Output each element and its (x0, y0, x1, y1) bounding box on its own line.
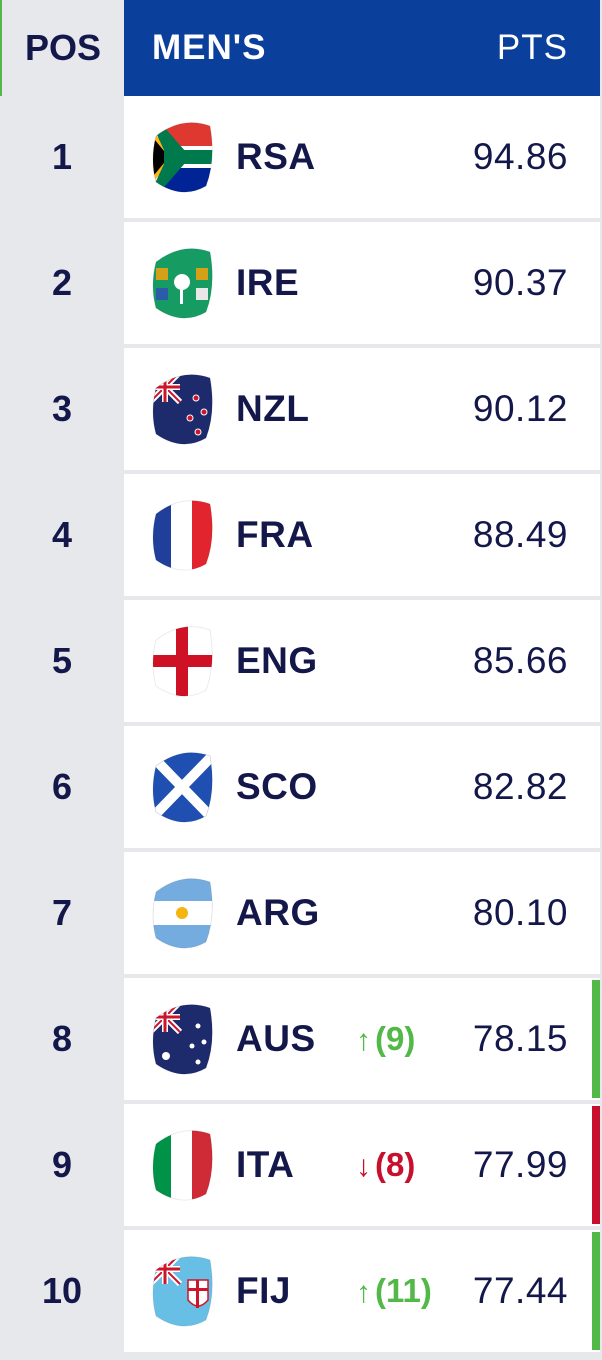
team-points: 94.86 (472, 136, 568, 177)
rank-movement: ↑ (11) (356, 1230, 432, 1354)
scotland-flag-icon (150, 750, 214, 824)
team-points: 90.37 (472, 262, 568, 303)
team-card[interactable]: ENG 85.66 (124, 600, 600, 722)
table-row-fij[interactable]: 10 FIJ ↑ (11) 77.44 (0, 1230, 602, 1352)
rsa-flag-icon (150, 120, 214, 194)
table-row-ire[interactable]: 2 IRE 90.37 (0, 222, 602, 344)
position-column-header: POS (0, 0, 124, 96)
team-points: 77.44 (472, 1270, 568, 1311)
team-card[interactable]: ARG 80.10 (124, 852, 600, 974)
trend-indicator-bar (592, 980, 600, 1098)
table-header: POS MEN'S PTS (0, 0, 602, 96)
team-points: 78.15 (472, 1018, 568, 1059)
rank-position: 10 (41, 1270, 83, 1311)
argentina-flag-icon (150, 876, 214, 950)
team-card[interactable]: RSA 94.86 (124, 96, 600, 218)
rank-movement: ↓ (8) (356, 1104, 415, 1228)
rank-position: 4 (51, 514, 73, 555)
team-code: FRA (236, 514, 314, 555)
table-row-sco[interactable]: 6 SCO 82.82 (0, 726, 602, 848)
table-row-nzl[interactable]: 3 NZL 90.12 (0, 348, 602, 470)
rank-position: 5 (51, 640, 73, 681)
trend-indicator-bar (592, 1232, 600, 1350)
rank-position: 2 (51, 262, 73, 303)
new-zealand-flag-icon (150, 372, 214, 446)
header-bar: MEN'S PTS (124, 0, 600, 96)
movement-value: (8) (375, 1146, 416, 1183)
movement-value: (9) (375, 1020, 416, 1057)
team-card[interactable]: NZL 90.12 (124, 348, 600, 470)
table-row-arg[interactable]: 7 ARG 80.10 (0, 852, 602, 974)
rank-position: 1 (51, 136, 73, 177)
rank-position: 9 (51, 1144, 73, 1185)
rank-position: 3 (51, 388, 73, 429)
table-row-rsa[interactable]: 1 RSA 94.86 (0, 96, 602, 218)
arrow-up-icon: ↑ (356, 1024, 371, 1057)
ireland-flag-icon (150, 246, 214, 320)
team-card[interactable]: FRA 88.49 (124, 474, 600, 596)
rank-position: 8 (51, 1018, 73, 1059)
team-card[interactable]: IRE 90.37 (124, 222, 600, 344)
team-points: 88.49 (472, 514, 568, 555)
table-row-ita[interactable]: 9 ITA ↓ (8) 77.99 (0, 1104, 602, 1226)
team-points: 77.99 (472, 1144, 568, 1185)
fiji-flag-icon (150, 1254, 214, 1328)
england-flag-icon (150, 624, 214, 698)
team-code: SCO (236, 766, 318, 807)
team-code: FIJ (236, 1270, 291, 1311)
australia-flag-icon (150, 1002, 214, 1076)
team-code: RSA (236, 136, 316, 177)
team-code: ITA (236, 1144, 295, 1185)
trend-indicator-bar (592, 1106, 600, 1224)
points-column-header: PTS (496, 28, 568, 67)
france-flag-icon (150, 498, 214, 572)
movement-value: (11) (375, 1272, 432, 1309)
rank-position: 6 (51, 766, 73, 807)
arrow-down-icon: ↓ (356, 1150, 371, 1183)
team-code: AUS (236, 1018, 316, 1059)
team-points: 82.82 (472, 766, 568, 807)
table-title: MEN'S (152, 28, 267, 67)
team-points: 80.10 (472, 892, 568, 933)
team-code: ENG (236, 640, 318, 681)
team-points: 90.12 (472, 388, 568, 429)
rank-position: 7 (51, 892, 73, 933)
team-card[interactable]: ITA ↓ (8) 77.99 (124, 1104, 600, 1226)
rank-movement: ↑ (9) (356, 978, 415, 1102)
table-row-eng[interactable]: 5 ENG 85.66 (0, 600, 602, 722)
team-points: 85.66 (472, 640, 568, 681)
italy-flag-icon (150, 1128, 214, 1202)
table-row-fra[interactable]: 4 FRA 88.49 (0, 474, 602, 596)
team-card[interactable]: FIJ ↑ (11) 77.44 (124, 1230, 600, 1352)
team-code: IRE (236, 262, 300, 303)
team-card[interactable]: AUS ↑ (9) 78.15 (124, 978, 600, 1100)
team-card[interactable]: SCO 82.82 (124, 726, 600, 848)
team-code: ARG (236, 892, 320, 933)
table-row-aus[interactable]: 8 AUS ↑ (9) 78.15 (0, 978, 602, 1100)
team-code: NZL (236, 388, 310, 429)
arrow-up-icon: ↑ (356, 1276, 371, 1309)
